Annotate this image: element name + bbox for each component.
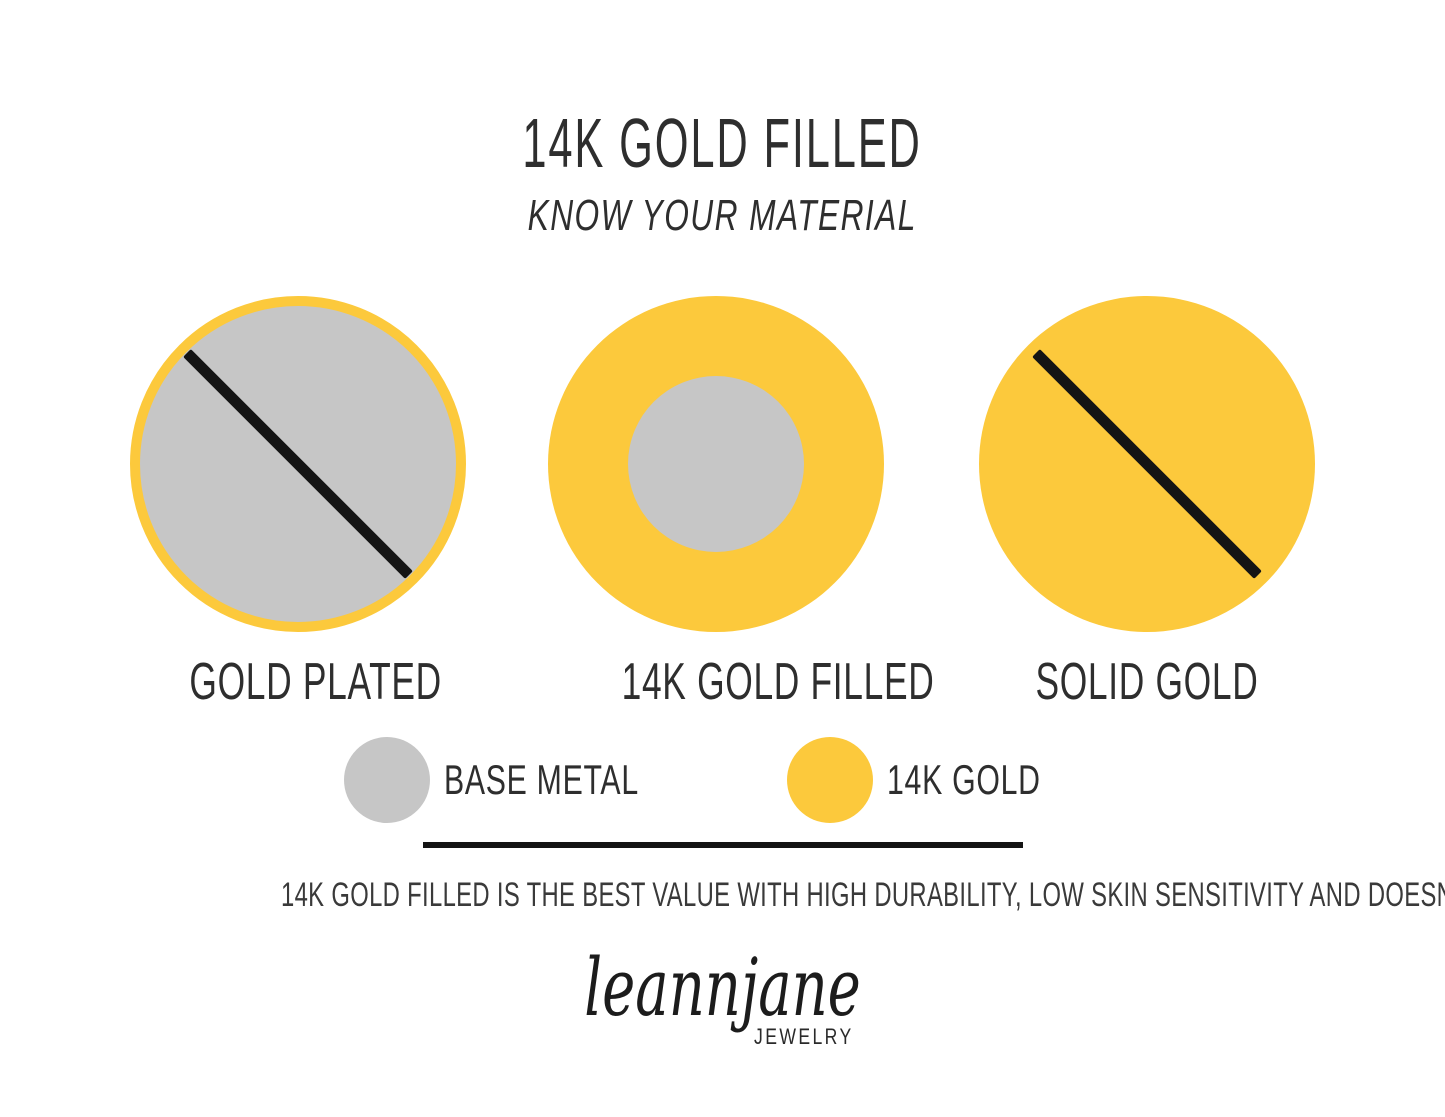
footnote-row: 14K GOLD FILLED IS THE BEST VALUE WITH H… [0, 878, 1445, 912]
legend-label-base-metal: BASE METAL [444, 756, 640, 803]
gold-plated-circle-icon [130, 296, 466, 632]
solid-gold-label: SOLID GOLD [1035, 653, 1259, 711]
legend-label-14k-gold: 14K GOLD [887, 756, 1041, 803]
page-subtitle: KNOW YOUR MATERIAL [527, 191, 918, 240]
strike-line-icon [1032, 349, 1262, 579]
strike-line-icon [183, 349, 413, 579]
gold-filled-label: 14K GOLD FILLED [621, 653, 935, 711]
base-metal-core-icon [628, 376, 804, 552]
title-row: 14K GOLD FILLED [0, 108, 1445, 178]
footnote-text: 14K GOLD FILLED IS THE BEST VALUE WITH H… [280, 876, 1445, 914]
brand-tagline-row: JEWELRY [754, 1026, 879, 1048]
base-metal-swatch-icon [344, 737, 431, 823]
gold-plated-label: GOLD PLATED [189, 653, 442, 711]
page-title: 14K GOLD FILLED [522, 104, 923, 182]
gold-swatch-icon [787, 737, 874, 823]
gold-filled-label-row: 14K GOLD FILLED [548, 656, 934, 708]
subtitle-row: KNOW YOUR MATERIAL [0, 194, 1445, 238]
legend: BASE METAL 14K GOLD [0, 735, 1445, 825]
divider-line [422, 842, 1023, 848]
gold-filled-circle-icon [548, 296, 884, 632]
brand-logo: leannjane [584, 941, 861, 1034]
legend-item-base-metal: BASE METAL [344, 737, 715, 823]
brand-logo-row: leannjane [0, 948, 1445, 1028]
gold-plated-figure: GOLD PLATED [130, 296, 466, 708]
gold-plated-label-row: GOLD PLATED [130, 656, 466, 708]
brand-tagline: JEWELRY [754, 1024, 854, 1049]
solid-gold-label-row: SOLID GOLD [979, 656, 1315, 708]
gold-filled-figure: 14K GOLD FILLED [548, 296, 934, 708]
legend-item-14k-gold: 14K GOLD [787, 737, 1100, 823]
solid-gold-figure: SOLID GOLD [979, 296, 1315, 708]
solid-gold-circle-icon [979, 296, 1315, 632]
